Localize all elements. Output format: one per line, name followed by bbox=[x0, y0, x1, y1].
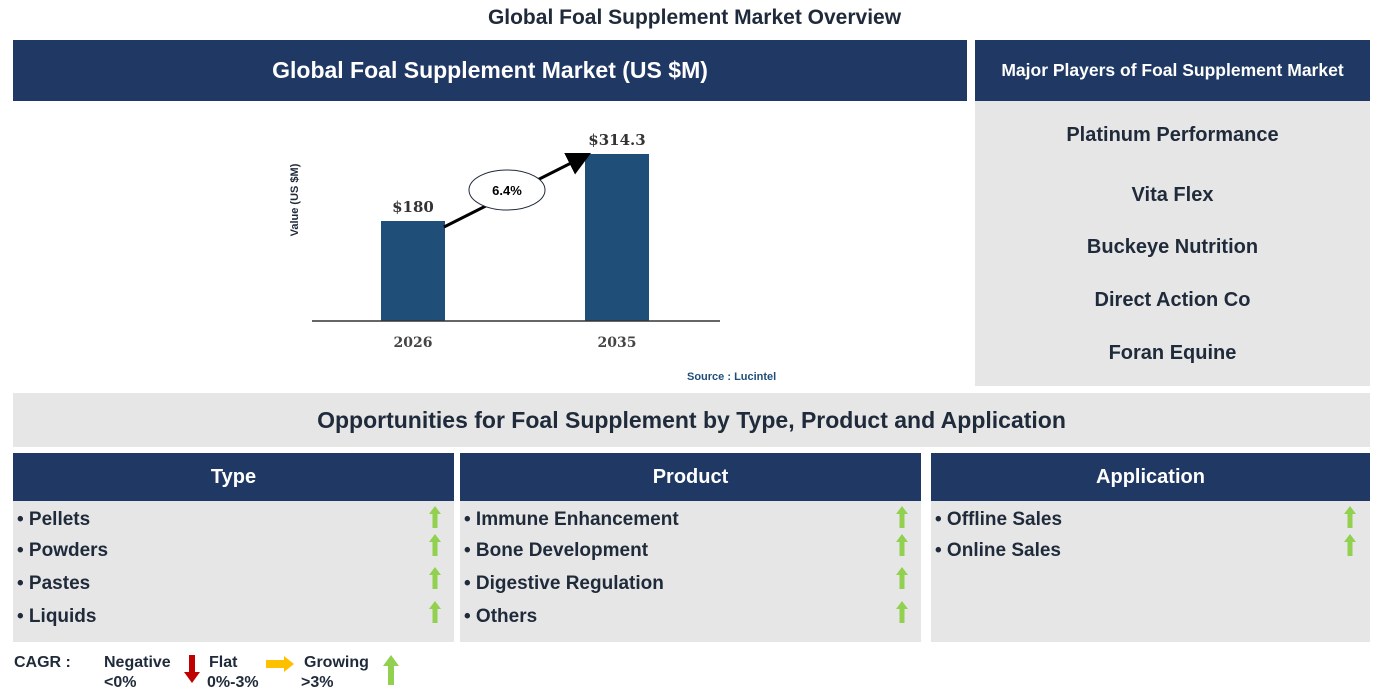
cagr-label: 6.4% bbox=[492, 183, 522, 198]
list-item: • Liquids bbox=[17, 606, 97, 627]
growing-arrow-icon bbox=[1344, 534, 1356, 556]
y-axis-label: Value (US $M) bbox=[289, 163, 301, 236]
list-item: • Pastes bbox=[17, 573, 91, 594]
bar-2035 bbox=[585, 154, 649, 321]
type-column-list: • Pellets • Powders • Pastes • Liquids bbox=[13, 501, 454, 642]
legend-negative-name: Negative bbox=[104, 654, 171, 671]
player-item: Vita Flex bbox=[1131, 184, 1214, 206]
list-item: • Digestive Regulation bbox=[464, 573, 664, 594]
growing-arrow-icon bbox=[896, 601, 908, 623]
players-list: Platinum Performance Vita Flex Buckeye N… bbox=[975, 101, 1370, 386]
growing-arrow-icon bbox=[429, 506, 441, 528]
growing-arrow-icon bbox=[429, 534, 441, 556]
value-label-2026: $180 bbox=[392, 198, 434, 216]
growing-arrow-icon bbox=[1344, 506, 1356, 528]
list-item: • Immune Enhancement bbox=[464, 509, 679, 530]
bar-chart: Value (US $M) $180 $314.3 2026 2035 6.4% bbox=[289, 131, 720, 351]
cagr-ellipse bbox=[468, 169, 546, 211]
growing-arrow-icon bbox=[429, 567, 441, 589]
page-title: Global Foal Supplement Market Overview bbox=[487, 6, 902, 29]
legend-flat-name: Flat bbox=[209, 654, 238, 671]
legend-negative-range: <0% bbox=[104, 674, 137, 691]
bar-2026 bbox=[381, 221, 445, 321]
list-item: • Bone Development bbox=[464, 540, 649, 561]
source-label: Source : Lucintel bbox=[687, 371, 777, 383]
x-tick-2035: 2035 bbox=[598, 335, 637, 351]
growing-arrow-icon bbox=[896, 506, 908, 528]
growing-arrow-icon bbox=[383, 655, 399, 685]
opportunities-header: Opportunities for Foal Supplement by Typ… bbox=[13, 393, 1370, 447]
list-item: • Others bbox=[464, 606, 538, 627]
growing-arrow-icon bbox=[429, 601, 441, 623]
flat-arrow-icon bbox=[266, 656, 294, 672]
list-item: • Offline Sales bbox=[935, 509, 1063, 530]
list-item: • Online Sales bbox=[935, 540, 1061, 561]
growing-arrow-icon bbox=[896, 567, 908, 589]
chart-header: Global Foal Supplement Market (US $M) bbox=[13, 40, 967, 101]
x-tick-2026: 2026 bbox=[394, 335, 433, 351]
application-column-header: Application bbox=[931, 453, 1370, 501]
player-item: Buckeye Nutrition bbox=[1086, 236, 1259, 258]
product-column-list: • Immune Enhancement • Bone Development … bbox=[460, 501, 921, 642]
legend-flat-range: 0%-3% bbox=[207, 674, 259, 691]
legend-growing-range: >3% bbox=[301, 674, 334, 691]
value-label-2035: $314.3 bbox=[588, 131, 645, 149]
type-column-header: Type bbox=[13, 453, 454, 501]
growing-arrow-icon bbox=[896, 534, 908, 556]
player-item: Platinum Performance bbox=[1066, 124, 1279, 146]
application-column-list: • Offline Sales • Online Sales bbox=[931, 501, 1370, 642]
legend-label: CAGR : bbox=[14, 654, 71, 671]
player-item: Foran Equine bbox=[1108, 342, 1237, 364]
legend-growing-name: Growing bbox=[304, 654, 369, 671]
players-header: Major Players of Foal Supplement Market bbox=[975, 40, 1370, 101]
list-item: • Pellets bbox=[17, 509, 91, 530]
product-column-header: Product bbox=[460, 453, 921, 501]
list-item: • Powders bbox=[17, 540, 109, 561]
negative-arrow-icon bbox=[184, 655, 200, 683]
player-item: Direct Action Co bbox=[1094, 289, 1251, 311]
